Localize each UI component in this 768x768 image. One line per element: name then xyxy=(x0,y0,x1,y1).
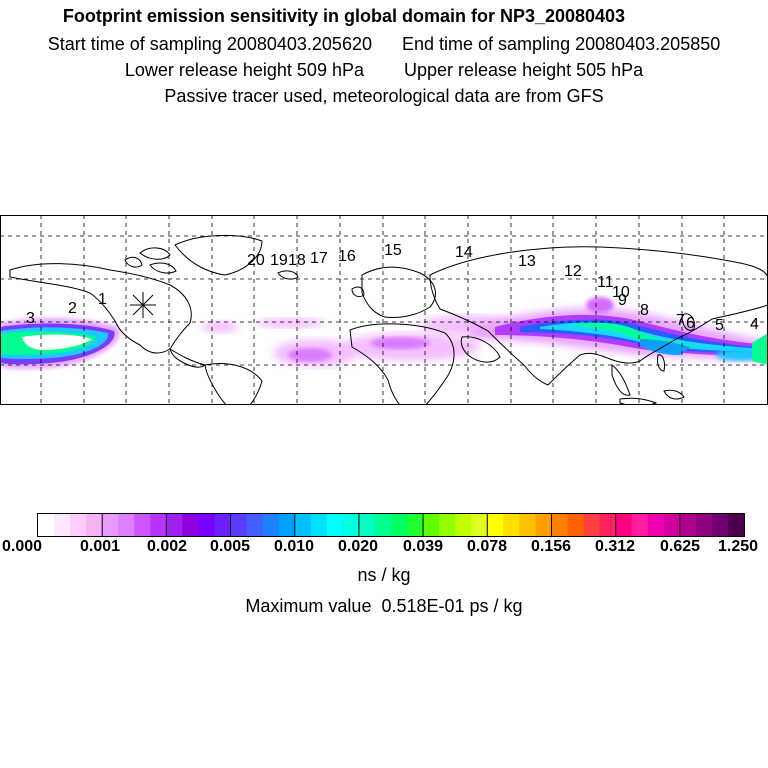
footprint-map: 1 2 3 4 5 6 7 8 9 10 11 12 13 14 15 16 1… xyxy=(0,215,768,405)
colorbar-cell xyxy=(551,514,568,536)
colorbar-tick-label: 0.000 xyxy=(1,538,43,555)
colorbar-tick-label: 0.625 xyxy=(659,538,701,555)
colorbar-cell xyxy=(567,514,585,536)
colorbar-cell xyxy=(182,514,199,536)
marker-label: 5 xyxy=(715,317,724,334)
plot-title: Footprint emission sensitivity in global… xyxy=(62,6,626,26)
colorbar xyxy=(37,513,745,537)
colorbar-tick-label: 0.039 xyxy=(402,538,444,555)
end-time: End time of sampling 20080403.205850 xyxy=(402,34,721,54)
marker-label: 17 xyxy=(310,250,328,267)
colorbar-cell xyxy=(278,514,296,536)
colorbar-cell xyxy=(695,514,713,536)
marker-label: 1 xyxy=(98,291,107,308)
marker-label: 9 xyxy=(618,292,627,309)
marker-label: 8 xyxy=(640,302,649,319)
release-heights: Lower release height 509 hPa Upper relea… xyxy=(0,60,768,81)
colorbar-cell xyxy=(583,514,601,536)
plume-atlantic-core xyxy=(288,337,430,362)
marker-label: 13 xyxy=(518,253,536,270)
lower-height: Lower release height 509 hPa xyxy=(124,60,364,80)
colorbar-cell xyxy=(262,514,280,536)
colorbar-cell xyxy=(599,514,617,536)
colorbar-cell xyxy=(503,514,520,536)
time-markers: 1 2 3 4 5 6 7 8 9 10 11 12 13 14 15 16 1… xyxy=(26,242,759,334)
colorbar-cell xyxy=(230,514,248,536)
marker-label: 15 xyxy=(384,242,402,259)
colorbar-tick-label: 0.002 xyxy=(146,538,188,555)
colorbar-cell xyxy=(150,514,167,536)
marker-label: 16 xyxy=(338,248,356,265)
colorbar-frame xyxy=(37,513,745,537)
colorbar-cell xyxy=(471,514,488,536)
marker-label: 7 xyxy=(676,312,685,329)
colorbar-cell xyxy=(358,514,376,536)
colorbar-cell xyxy=(102,514,119,536)
marker-label: 14 xyxy=(455,244,473,261)
colorbar-cell xyxy=(519,514,536,536)
colorbar-cell xyxy=(134,514,151,536)
colorbar-cell xyxy=(535,514,552,536)
maximum-value: Maximum value 0.518E-01 ps / kg xyxy=(245,596,523,616)
upper-height: Upper release height 505 hPa xyxy=(404,60,644,80)
marker-label: 19 xyxy=(270,252,288,269)
colorbar-cell xyxy=(391,514,408,536)
colorbar-cell xyxy=(86,514,103,536)
graticule xyxy=(0,215,768,405)
colorbar-tick-label: 0.010 xyxy=(273,538,315,555)
colorbar-cell xyxy=(310,514,328,536)
colorbar-cell xyxy=(615,514,633,536)
release-site-icon xyxy=(130,292,156,318)
marker-label: 6 xyxy=(686,315,695,332)
colorbar-cell xyxy=(439,514,456,536)
colorbar-cell xyxy=(647,514,665,536)
colorbar-cell xyxy=(54,514,71,536)
colorbar-cell xyxy=(214,514,232,536)
colorbar-tick-label: 1.250 xyxy=(717,538,759,555)
marker-label: 20 xyxy=(247,252,265,269)
marker-label: 4 xyxy=(750,316,759,333)
marker-label: 3 xyxy=(26,310,35,327)
colorbar-cell xyxy=(70,514,87,536)
colorbar-cell xyxy=(679,514,697,536)
tracer-note: Passive tracer used, meteorological data… xyxy=(164,86,604,106)
marker-label: 11 xyxy=(597,274,614,291)
colorbar-cell xyxy=(407,514,424,536)
colorbar-cell xyxy=(374,514,392,536)
colorbar-cell xyxy=(166,514,183,536)
start-time: Start time of sampling 20080403.205620 xyxy=(47,34,372,54)
colorbar-cell xyxy=(198,514,215,536)
colorbar-cell xyxy=(118,514,135,536)
marker-label: 10 xyxy=(612,284,630,301)
colorbar-cell xyxy=(294,514,312,536)
plume-pacific-east xyxy=(0,318,120,369)
colorbar-cell xyxy=(711,514,729,536)
plume-asia xyxy=(470,297,768,365)
coastlines xyxy=(9,234,768,405)
colorbar-cell xyxy=(487,514,504,536)
colorbar-cell xyxy=(663,514,681,536)
colorbar-cell xyxy=(727,514,745,536)
colorbar-tick-label: 0.020 xyxy=(337,538,379,555)
colorbar-tick-label: 0.005 xyxy=(209,538,251,555)
colorbar-tick-label: 0.001 xyxy=(79,538,121,555)
marker-label: 2 xyxy=(68,300,77,317)
colorbar-cell xyxy=(38,514,55,536)
colorbar-tick-label: 0.078 xyxy=(466,538,508,555)
colorbar-tick-label: 0.156 xyxy=(530,538,572,555)
colorbar-cell xyxy=(246,514,264,536)
marker-label: 12 xyxy=(564,263,582,280)
colorbar-tick-label: 0.312 xyxy=(594,538,636,555)
marker-label: 18 xyxy=(288,252,306,269)
colorbar-cell xyxy=(326,514,344,536)
colorbar-cell xyxy=(455,514,472,536)
colorbar-cell xyxy=(342,514,360,536)
colorbar-cell xyxy=(423,514,440,536)
sampling-times: Start time of sampling 20080403.205620 E… xyxy=(0,34,768,55)
colorbar-unit: ns / kg xyxy=(357,565,411,585)
colorbar-cell xyxy=(631,514,649,536)
